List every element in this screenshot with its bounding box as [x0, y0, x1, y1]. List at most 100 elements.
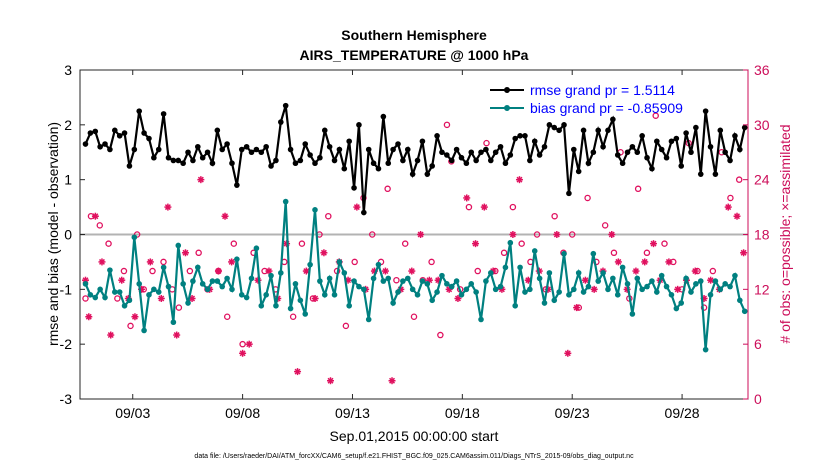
rmse-point	[536, 152, 543, 158]
rmse-point	[136, 108, 143, 114]
obs-possible-marker	[368, 231, 376, 238]
rmse-point	[575, 168, 582, 175]
obs-assimilated-marker	[118, 276, 126, 284]
obs-assimilated-marker	[417, 231, 425, 238]
obs-assimilated-marker	[197, 176, 205, 184]
rmse-point	[678, 163, 685, 169]
rmse-point	[92, 128, 99, 135]
bias-point	[282, 198, 289, 205]
obs-assimilated-stroke	[408, 268, 415, 275]
obs-possible-marker	[735, 176, 743, 183]
bias-point	[160, 264, 167, 271]
obs-possible-marker	[465, 203, 473, 211]
footnote: data file: /Users/raeder/DAI/ATM_forcXX/…	[194, 453, 634, 460]
bias-point	[356, 283, 362, 290]
obs-possible-marker	[410, 313, 418, 320]
bias-point	[590, 250, 597, 257]
rmse-point	[390, 146, 396, 153]
rmse-point	[409, 171, 416, 177]
obs-assimilated-stroke	[692, 268, 699, 275]
bias-point	[292, 281, 299, 287]
obs-assimilated-marker	[157, 294, 165, 302]
bias-point	[400, 278, 406, 284]
bias-point	[473, 289, 479, 295]
bias-point	[224, 275, 230, 282]
rmse-point	[439, 149, 445, 156]
rmse-point	[160, 111, 167, 117]
obs-possible-marker	[120, 267, 128, 275]
rmse-point	[214, 127, 221, 134]
obs-assimilated-marker	[146, 258, 154, 266]
bias-point	[97, 286, 103, 293]
rmse-point	[268, 163, 274, 169]
bias-point	[678, 300, 685, 306]
bias-point	[722, 281, 728, 287]
bias-point	[170, 319, 177, 326]
rmse-point	[195, 143, 201, 150]
obs-possible-marker	[195, 249, 202, 257]
bias-point	[585, 283, 592, 290]
left-axis: -3 -2 -1 0 1 2 3	[60, 62, 85, 407]
rmse-point	[693, 124, 699, 131]
rmse-point	[419, 138, 426, 145]
rmse-point	[380, 113, 387, 120]
bias-point	[341, 270, 348, 276]
rmse-point	[131, 146, 138, 153]
rmse-point	[321, 127, 328, 134]
obs-assimilated-marker	[131, 313, 139, 321]
obs-assimilated-marker	[608, 231, 616, 238]
rmse-point	[453, 146, 460, 153]
obs-assimilated-stroke	[641, 258, 648, 265]
bias-point	[483, 278, 489, 284]
rmse-point	[199, 154, 206, 161]
rmse-point	[317, 154, 323, 161]
y-right-tick-label: 18	[754, 227, 770, 243]
rmse-point	[253, 146, 260, 153]
bias-point	[434, 289, 440, 295]
rmse-point	[341, 165, 348, 172]
bias-point	[644, 283, 650, 290]
obs-possible-marker	[223, 313, 231, 320]
bias-point	[155, 289, 162, 295]
obs-assimilated-stroke	[246, 341, 253, 348]
bias-point	[512, 302, 519, 309]
chart-title: Southern Hemisphere	[341, 27, 487, 43]
bias-point	[361, 286, 367, 293]
bias-point	[409, 286, 416, 293]
obs-possible-marker	[443, 121, 451, 129]
bias-point	[351, 278, 357, 284]
chart-subtitle: AIRS_TEMPERATURE @ 1000 hPa	[300, 47, 529, 63]
obs-assimilated-stroke	[222, 213, 229, 220]
obs-assimilated-marker	[353, 203, 361, 211]
obs-assimilated-stroke	[173, 332, 180, 339]
bias-point	[453, 278, 460, 284]
obs-assimilated-stroke	[118, 277, 125, 284]
obs-assimilated-marker	[614, 258, 622, 266]
rmse-point	[658, 146, 665, 153]
bias-point	[478, 316, 484, 323]
y-tick-label: 2	[64, 117, 72, 133]
rmse-point	[727, 157, 733, 164]
bias-point	[229, 286, 235, 293]
bias-point	[492, 286, 499, 293]
obs-possible-marker	[114, 295, 121, 302]
rmse-point	[702, 108, 709, 114]
obs-assimilated-marker	[724, 203, 732, 211]
bias-point	[527, 286, 533, 293]
obs-assimilated-stroke	[573, 304, 580, 311]
obs-assimilated-marker	[463, 194, 471, 202]
rmse-point	[219, 146, 226, 153]
rmse-point	[448, 157, 455, 164]
obs-assimilated-stroke	[564, 350, 571, 357]
rmse-point	[243, 143, 250, 150]
obs-assimilated-stroke	[516, 176, 523, 183]
bias-point	[448, 283, 455, 290]
y-tick-label: -2	[60, 336, 73, 352]
legend-rmse-marker	[504, 87, 510, 93]
obs-assimilated-marker	[221, 212, 229, 220]
bias-point	[658, 272, 665, 279]
obs-assimilated-marker	[164, 203, 172, 211]
obs-assimilated-marker	[408, 267, 416, 275]
legend: rmse grand pr = 1.5114 bias grand pr = -…	[490, 82, 683, 116]
